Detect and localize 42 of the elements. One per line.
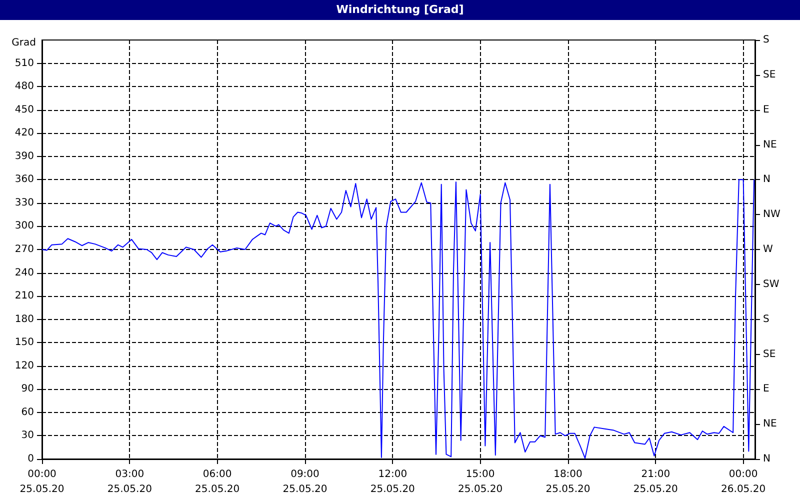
y-tick-label: 360 bbox=[14, 174, 34, 186]
y-tick-label: 420 bbox=[14, 128, 34, 139]
category-label: E bbox=[763, 384, 770, 395]
x-tick-label: 00:00 26.05.20 bbox=[721, 469, 766, 495]
y-tick-label: 330 bbox=[14, 197, 34, 208]
category-label: N bbox=[763, 174, 770, 186]
x-tick-label: 21:00 25.05.20 bbox=[633, 469, 678, 495]
y-tick-label: 270 bbox=[14, 244, 34, 255]
category-label: N bbox=[763, 454, 770, 464]
chart-title: Windrichtung [Grad] bbox=[0, 0, 800, 20]
category-label: SE bbox=[763, 69, 776, 80]
y-tick-label: 150 bbox=[14, 337, 34, 348]
y-tick-label: 60 bbox=[21, 406, 34, 418]
y-tick-label: 480 bbox=[14, 81, 34, 92]
x-tick-label: 03:00 25.05.20 bbox=[107, 469, 152, 495]
category-label: E bbox=[763, 104, 770, 116]
category-label: SW bbox=[763, 278, 780, 290]
category-label: NW bbox=[763, 209, 780, 220]
y-tick-label: 0 bbox=[28, 454, 34, 464]
y-tick-label: 510 bbox=[14, 58, 34, 69]
category-label: S bbox=[763, 314, 770, 325]
y-tick-label: 300 bbox=[14, 220, 34, 232]
y-tick-label: 240 bbox=[14, 267, 34, 278]
category-label: NE bbox=[763, 418, 777, 430]
y-tick-label: 120 bbox=[14, 360, 34, 372]
y-tick-label: 450 bbox=[14, 104, 34, 116]
x-tick-label: 00:00 25.05.20 bbox=[20, 469, 64, 495]
x-tick-label: 15:00 25.05.20 bbox=[458, 469, 503, 495]
y-tick-label: 390 bbox=[14, 150, 34, 162]
category-label: NE bbox=[763, 139, 777, 150]
y-tick-label: 180 bbox=[14, 314, 34, 325]
x-tick-label: 09:00 25.05.20 bbox=[282, 469, 328, 495]
category-label: S bbox=[763, 34, 770, 46]
y-tick-label: 210 bbox=[14, 290, 34, 302]
category-label: W bbox=[763, 244, 773, 255]
x-tick-label: 06:00 25.05.20 bbox=[195, 469, 240, 495]
y-tick-label: 30 bbox=[21, 430, 34, 442]
y-axis-title: Grad bbox=[12, 38, 36, 48]
x-tick-label: 18:00 25.05.20 bbox=[546, 469, 590, 495]
x-tick-label: 12:00 25.05.20 bbox=[370, 469, 415, 495]
category-label: SE bbox=[763, 348, 776, 360]
y-tick-label: 90 bbox=[21, 384, 34, 395]
